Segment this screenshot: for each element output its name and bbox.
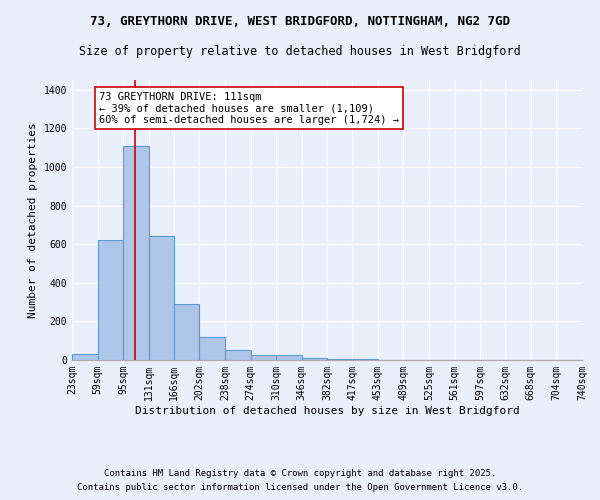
Bar <box>225 350 251 360</box>
Bar <box>98 240 123 360</box>
Text: Size of property relative to detached houses in West Bridgford: Size of property relative to detached ho… <box>79 45 521 58</box>
Text: Contains public sector information licensed under the Open Government Licence v3: Contains public sector information licen… <box>77 484 523 492</box>
Bar <box>328 359 352 360</box>
Y-axis label: Number of detached properties: Number of detached properties <box>28 122 38 318</box>
Text: 73, GREYTHORN DRIVE, WEST BRIDGFORD, NOTTINGHAM, NG2 7GD: 73, GREYTHORN DRIVE, WEST BRIDGFORD, NOT… <box>90 15 510 28</box>
Bar <box>199 337 225 360</box>
Bar <box>174 304 199 360</box>
Bar <box>123 146 149 360</box>
Bar <box>72 354 98 360</box>
Bar <box>149 236 174 360</box>
Bar <box>276 355 302 360</box>
Text: Contains HM Land Registry data © Crown copyright and database right 2025.: Contains HM Land Registry data © Crown c… <box>104 468 496 477</box>
X-axis label: Distribution of detached houses by size in West Bridgford: Distribution of detached houses by size … <box>134 406 520 415</box>
Bar <box>251 355 276 360</box>
Text: 73 GREYTHORN DRIVE: 111sqm
← 39% of detached houses are smaller (1,109)
60% of s: 73 GREYTHORN DRIVE: 111sqm ← 39% of deta… <box>99 92 399 125</box>
Bar <box>302 358 328 360</box>
